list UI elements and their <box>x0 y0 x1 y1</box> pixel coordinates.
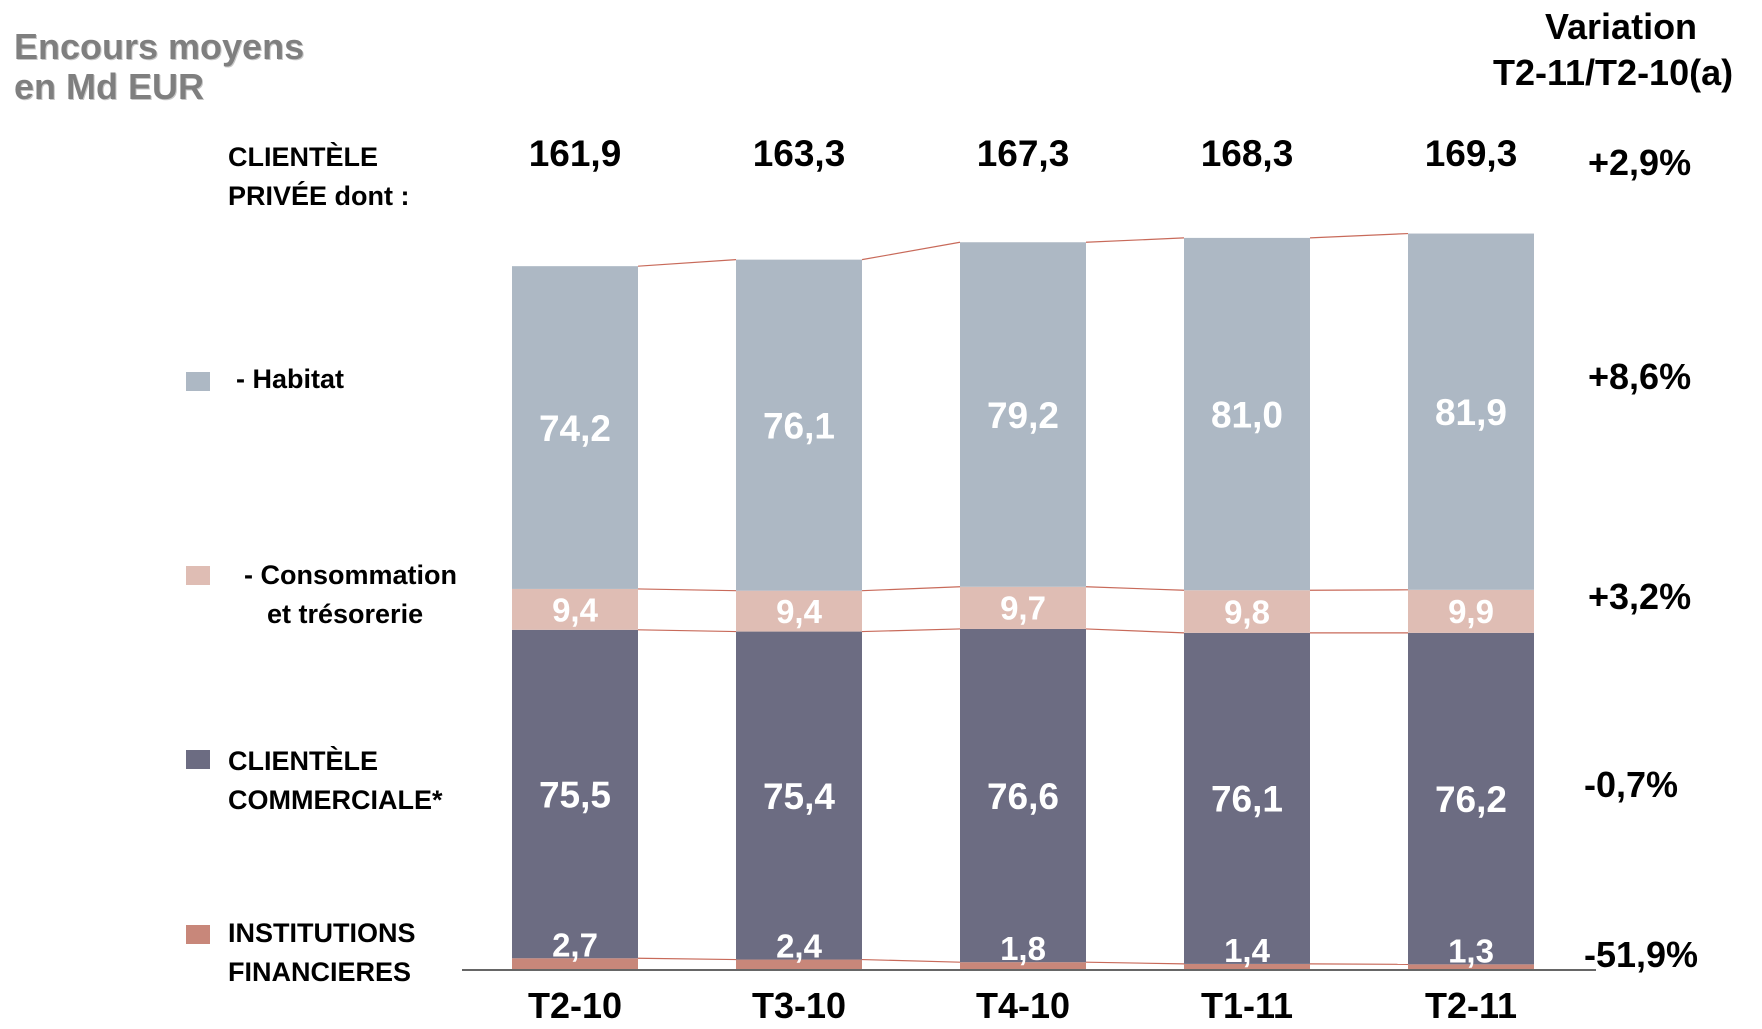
data-label-consommation-et-tresorerie-t1-11: 9,8 <box>1224 593 1270 630</box>
total-label-t3-10: 163,3 <box>753 133 846 174</box>
connector-clientele-commerciale <box>637 629 737 633</box>
bar-institutions-financieres-t4-10 <box>960 962 1086 970</box>
legend-label-line1: - Habitat <box>236 364 344 394</box>
legend-label-line2: COMMERCIALE* <box>228 785 443 815</box>
connector-habitat <box>1309 232 1409 239</box>
bar-clientele-commerciale-t2-10 <box>512 629 638 959</box>
bar-clientele-commerciale-t4-10 <box>960 628 1086 963</box>
x-tick-label-t2-10: T2-10 <box>528 985 622 1026</box>
x-tick-label-t2-11: T2-11 <box>1425 985 1517 1026</box>
legend-label-institutions: INSTITUTIONS FINANCIERES <box>228 914 416 992</box>
connector-institutions-financieres <box>637 957 737 961</box>
data-label-clientele-commerciale-t1-11: 76,1 <box>1211 779 1283 820</box>
connector-consommation-et-tresorerie <box>1085 586 1185 591</box>
connector-clientele-commerciale <box>1085 628 1185 634</box>
legend-label-line1: - Consommation <box>244 560 457 590</box>
variation-value-habitat: +8,6% <box>1588 356 1692 397</box>
bar-consommation-et-tresorerie-t2-11 <box>1408 589 1534 633</box>
x-tick-label-t4-10: T4-10 <box>976 985 1070 1026</box>
legend-swatch-consommation <box>186 566 210 585</box>
bar-habitat-t2-10 <box>512 266 638 589</box>
connector-clientele-commerciale <box>861 628 961 633</box>
total-label-t2-10: 161,9 <box>529 133 622 174</box>
x-axis-tick-labels: T2-10 T3-10 T4-10 T1-11 T2-11 <box>528 985 1517 1026</box>
bar-habitat-t3-10 <box>736 259 862 591</box>
connector-institutions-financieres <box>1085 961 1185 965</box>
connector-consommation-et-tresorerie <box>637 588 737 592</box>
bar-habitat-t4-10 <box>960 242 1086 587</box>
data-label-consommation-et-tresorerie-t3-10: 9,4 <box>776 593 823 630</box>
x-tick-label-t1-11: T1-11 <box>1201 985 1293 1026</box>
total-labels: 161,9 163,3 167,3 168,3 169,3 <box>529 133 1518 174</box>
variation-value-institutions: -51,9% <box>1584 934 1699 975</box>
data-label-habitat-t3-10: 76,1 <box>763 405 835 446</box>
data-label-institutions-financieres-t4-10: 1,8 <box>1000 930 1046 967</box>
legend-label-line2: FINANCIERES <box>228 957 412 987</box>
bar-clientele-commerciale-t3-10 <box>736 631 862 960</box>
variation-value-clientele-commerciale: -0,7% <box>1584 764 1679 805</box>
connector-habitat <box>637 259 737 267</box>
bar-consommation-et-tresorerie-t2-10 <box>512 588 638 630</box>
legend-label-line1: CLIENTÈLE <box>228 142 379 172</box>
connector-consommation-et-tresorerie <box>861 586 961 592</box>
connector-institutions-financieres <box>861 958 961 963</box>
legend-label-line2: et trésorerie <box>267 599 424 629</box>
legend-swatch-clientele-commerciale <box>186 750 210 769</box>
bars <box>512 233 1534 970</box>
bar-institutions-financieres-t2-10 <box>512 958 638 970</box>
variation-value-clientele-privee: +2,9% <box>1588 142 1692 183</box>
data-label-habitat-t1-11: 81,0 <box>1211 394 1283 435</box>
data-label-consommation-et-tresorerie-t4-10: 9,7 <box>1000 590 1046 627</box>
connector-lines <box>637 232 1409 965</box>
total-label-t1-11: 168,3 <box>1201 133 1294 174</box>
legend-swatch-habitat <box>186 372 210 391</box>
connector-habitat <box>1085 237 1185 243</box>
bar-clientele-commerciale-t2-11 <box>1408 632 1534 965</box>
data-label-clientele-commerciale-t3-10: 75,4 <box>763 776 835 817</box>
bar-habitat-t1-11 <box>1184 237 1310 591</box>
total-label-t2-11: 169,3 <box>1425 133 1518 174</box>
bar-institutions-financieres-t2-11 <box>1408 964 1534 970</box>
data-label-institutions-financieres-t1-11: 1,4 <box>1224 932 1271 969</box>
data-label-consommation-et-tresorerie-t2-11: 9,9 <box>1448 593 1494 630</box>
bar-clientele-commerciale-t1-11 <box>1184 632 1310 964</box>
chart-title-line2: en Md EUR <box>14 66 205 107</box>
data-label-institutions-financieres-t3-10: 2,4 <box>776 928 823 965</box>
legend-label-line1: INSTITUTIONS <box>228 918 416 948</box>
value-labels: 2,7 75,5 9,4 74,2 2,4 75,4 9,4 76,1 1,8 76,6 9,7 79… <box>539 392 1507 969</box>
legend-label-consommation: - Consommation et trésorerie <box>244 556 457 634</box>
chart-title-line1: Encours moyens <box>14 26 305 67</box>
data-label-institutions-financieres-t2-11: 1,3 <box>1448 932 1494 969</box>
data-label-consommation-et-tresorerie-t2-10: 9,4 <box>552 591 599 628</box>
variation-value-consommation: +3,2% <box>1588 576 1692 617</box>
x-tick-label-t3-10: T3-10 <box>752 985 846 1026</box>
data-label-habitat-t2-11: 81,9 <box>1435 392 1507 433</box>
data-label-habitat-t4-10: 79,2 <box>987 395 1059 436</box>
bar-habitat-t2-11 <box>1408 233 1534 590</box>
total-label-t4-10: 167,3 <box>977 133 1070 174</box>
bar-consommation-et-tresorerie-t3-10 <box>736 590 862 632</box>
data-label-clientele-commerciale-t2-10: 75,5 <box>539 774 611 815</box>
variation-header-line2: T2-11/T2-10(a) <box>1493 52 1734 93</box>
connector-habitat <box>861 241 961 261</box>
bar-institutions-financieres-t3-10 <box>736 959 862 970</box>
data-label-institutions-financieres-t2-10: 2,7 <box>552 926 598 963</box>
data-label-habitat-t2-10: 74,2 <box>539 408 611 449</box>
data-label-clientele-commerciale-t4-10: 76,6 <box>987 776 1059 817</box>
legend-swatch-institutions <box>186 925 210 944</box>
bar-institutions-financieres-t1-11 <box>1184 963 1310 970</box>
bar-consommation-et-tresorerie-t4-10 <box>960 586 1086 629</box>
bar-consommation-et-tresorerie-t1-11 <box>1184 590 1310 633</box>
legend-label-clientele-privee: CLIENTÈLE PRIVÉE dont : <box>228 138 410 216</box>
legend-label-clientele-commerciale: CLIENTÈLE COMMERCIALE* <box>228 742 443 820</box>
legend-label-habitat: - Habitat <box>236 360 344 399</box>
legend-label-line2: PRIVÉE dont : <box>228 181 410 211</box>
data-label-clientele-commerciale-t2-11: 76,2 <box>1435 779 1507 820</box>
legend-label-line1: CLIENTÈLE <box>228 746 379 776</box>
